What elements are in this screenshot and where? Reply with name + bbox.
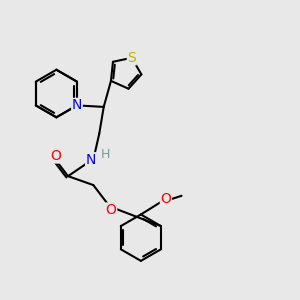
Text: O: O (106, 203, 117, 217)
Text: N: N (86, 153, 96, 167)
Text: O: O (50, 149, 61, 163)
Text: O: O (160, 192, 171, 206)
Text: H: H (101, 148, 110, 161)
Text: N: N (72, 98, 82, 112)
Text: S: S (128, 51, 136, 65)
